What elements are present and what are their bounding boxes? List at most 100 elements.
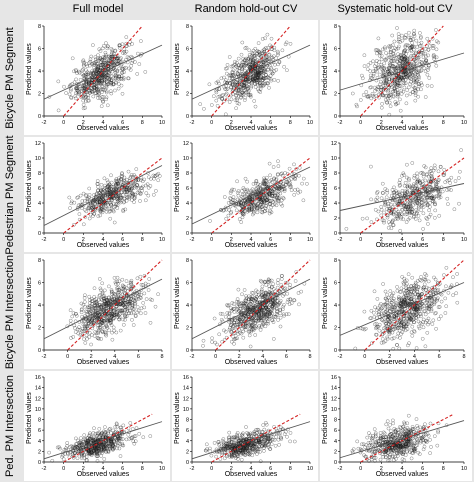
data-point (108, 209, 113, 213)
data-point (429, 185, 434, 190)
data-point (373, 48, 378, 52)
data-point (379, 87, 383, 92)
data-point (105, 76, 110, 80)
data-point (382, 311, 386, 315)
data-point (119, 56, 123, 60)
data-point (398, 59, 403, 63)
data-point (403, 72, 407, 76)
data-point (250, 323, 255, 328)
data-point (117, 46, 122, 50)
data-point (398, 198, 402, 203)
data-point (56, 108, 61, 113)
data-point (432, 163, 437, 168)
data-point (390, 59, 394, 63)
data-point (391, 190, 396, 195)
x-tick-label: 8 (289, 120, 292, 126)
data-point (97, 47, 102, 51)
scatter-panel: -2 0 2 4 6 8 10 0 2 4 6 8 Observed values Predicted v… (172, 20, 318, 135)
data-point (403, 328, 408, 333)
data-point (276, 278, 280, 282)
data-point (374, 333, 379, 337)
data-point (120, 300, 124, 305)
data-point (385, 188, 389, 193)
data-point (105, 324, 109, 329)
data-point (365, 216, 369, 221)
data-point (96, 92, 101, 96)
data-point (368, 69, 373, 73)
data-point (119, 190, 124, 195)
y-tick-label: 0 (186, 348, 189, 354)
data-point (86, 322, 91, 327)
data-point (117, 43, 122, 48)
data-point (225, 66, 229, 71)
data-point (382, 312, 387, 316)
data-point (269, 67, 274, 72)
data-point (247, 294, 251, 299)
y-axis-label: Predicted values (26, 160, 33, 212)
data-point (235, 304, 239, 309)
data-point (141, 301, 145, 305)
data-point (226, 315, 231, 319)
data-point (136, 308, 141, 313)
data-point (396, 296, 401, 301)
data-point (115, 193, 119, 197)
data-point (278, 290, 282, 294)
data-point (427, 44, 432, 48)
data-point (396, 326, 400, 331)
data-point (423, 95, 428, 99)
column-header-random-cv: Random hold-out CV (194, 3, 298, 15)
data-point (138, 199, 142, 203)
data-point (417, 49, 422, 54)
data-point (447, 187, 451, 192)
data-point (260, 316, 264, 321)
data-point (445, 188, 449, 192)
data-point (395, 214, 400, 218)
data-point (240, 304, 244, 308)
data-point (128, 287, 133, 291)
data-point (288, 297, 293, 301)
data-point (81, 98, 85, 103)
data-point (405, 162, 409, 167)
data-point (228, 323, 233, 327)
data-point (437, 196, 441, 200)
data-point (455, 272, 459, 276)
data-point (119, 308, 123, 312)
data-point (128, 68, 133, 72)
data-point (117, 66, 121, 71)
data-point (369, 96, 373, 101)
data-point (425, 331, 430, 335)
data-point (129, 173, 134, 177)
data-point (410, 211, 414, 215)
data-point (117, 176, 121, 181)
data-point (236, 193, 241, 198)
data-point (120, 308, 125, 313)
data-point (390, 336, 394, 341)
data-point (260, 49, 265, 54)
data-point (415, 209, 420, 214)
data-point (263, 280, 268, 284)
data-point (112, 328, 116, 333)
data-point (388, 104, 393, 108)
data-point (235, 323, 239, 327)
data-point (273, 198, 277, 202)
data-point (419, 40, 424, 45)
data-point (238, 315, 243, 320)
data-point (113, 80, 118, 84)
data-point (266, 81, 270, 86)
data-point (413, 280, 418, 285)
data-point (391, 223, 395, 227)
data-point (391, 93, 396, 98)
data-point (89, 297, 94, 301)
data-point (79, 310, 84, 315)
data-point (259, 197, 264, 201)
data-point (225, 63, 230, 67)
data-point (403, 48, 407, 52)
data-point (421, 320, 425, 324)
data-point (382, 330, 387, 335)
data-point (397, 180, 402, 185)
data-point (83, 293, 87, 297)
data-point (407, 216, 412, 220)
data-point (283, 183, 288, 187)
data-point (412, 74, 417, 78)
